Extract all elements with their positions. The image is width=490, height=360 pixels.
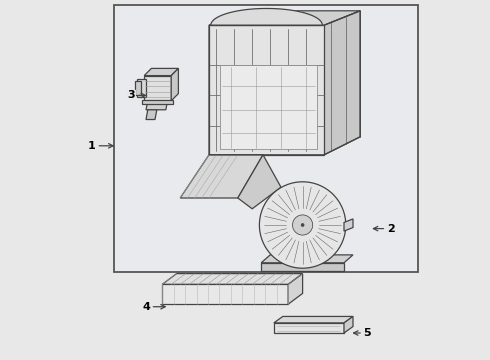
Text: 1: 1	[88, 141, 113, 151]
Polygon shape	[274, 316, 353, 323]
Polygon shape	[209, 25, 324, 155]
Ellipse shape	[293, 215, 313, 235]
Polygon shape	[261, 255, 353, 263]
Polygon shape	[137, 79, 146, 97]
Text: 2: 2	[373, 224, 394, 234]
Polygon shape	[238, 155, 281, 209]
Polygon shape	[344, 316, 353, 333]
Bar	[114, 5, 418, 272]
Polygon shape	[324, 11, 360, 155]
Polygon shape	[274, 323, 344, 333]
Polygon shape	[146, 101, 168, 110]
Polygon shape	[135, 81, 141, 95]
Polygon shape	[143, 100, 173, 104]
Text: 3: 3	[128, 90, 146, 100]
Polygon shape	[162, 274, 303, 284]
Polygon shape	[261, 263, 344, 271]
Polygon shape	[209, 11, 360, 25]
Polygon shape	[162, 284, 288, 304]
Polygon shape	[144, 76, 171, 101]
Text: 5: 5	[354, 328, 371, 338]
Polygon shape	[220, 65, 317, 149]
Ellipse shape	[301, 224, 304, 226]
Polygon shape	[144, 68, 178, 76]
Polygon shape	[180, 155, 263, 198]
Polygon shape	[288, 274, 303, 304]
Polygon shape	[344, 219, 353, 231]
Polygon shape	[171, 68, 178, 101]
Ellipse shape	[259, 182, 346, 268]
Polygon shape	[146, 110, 157, 120]
Text: 4: 4	[142, 302, 165, 312]
